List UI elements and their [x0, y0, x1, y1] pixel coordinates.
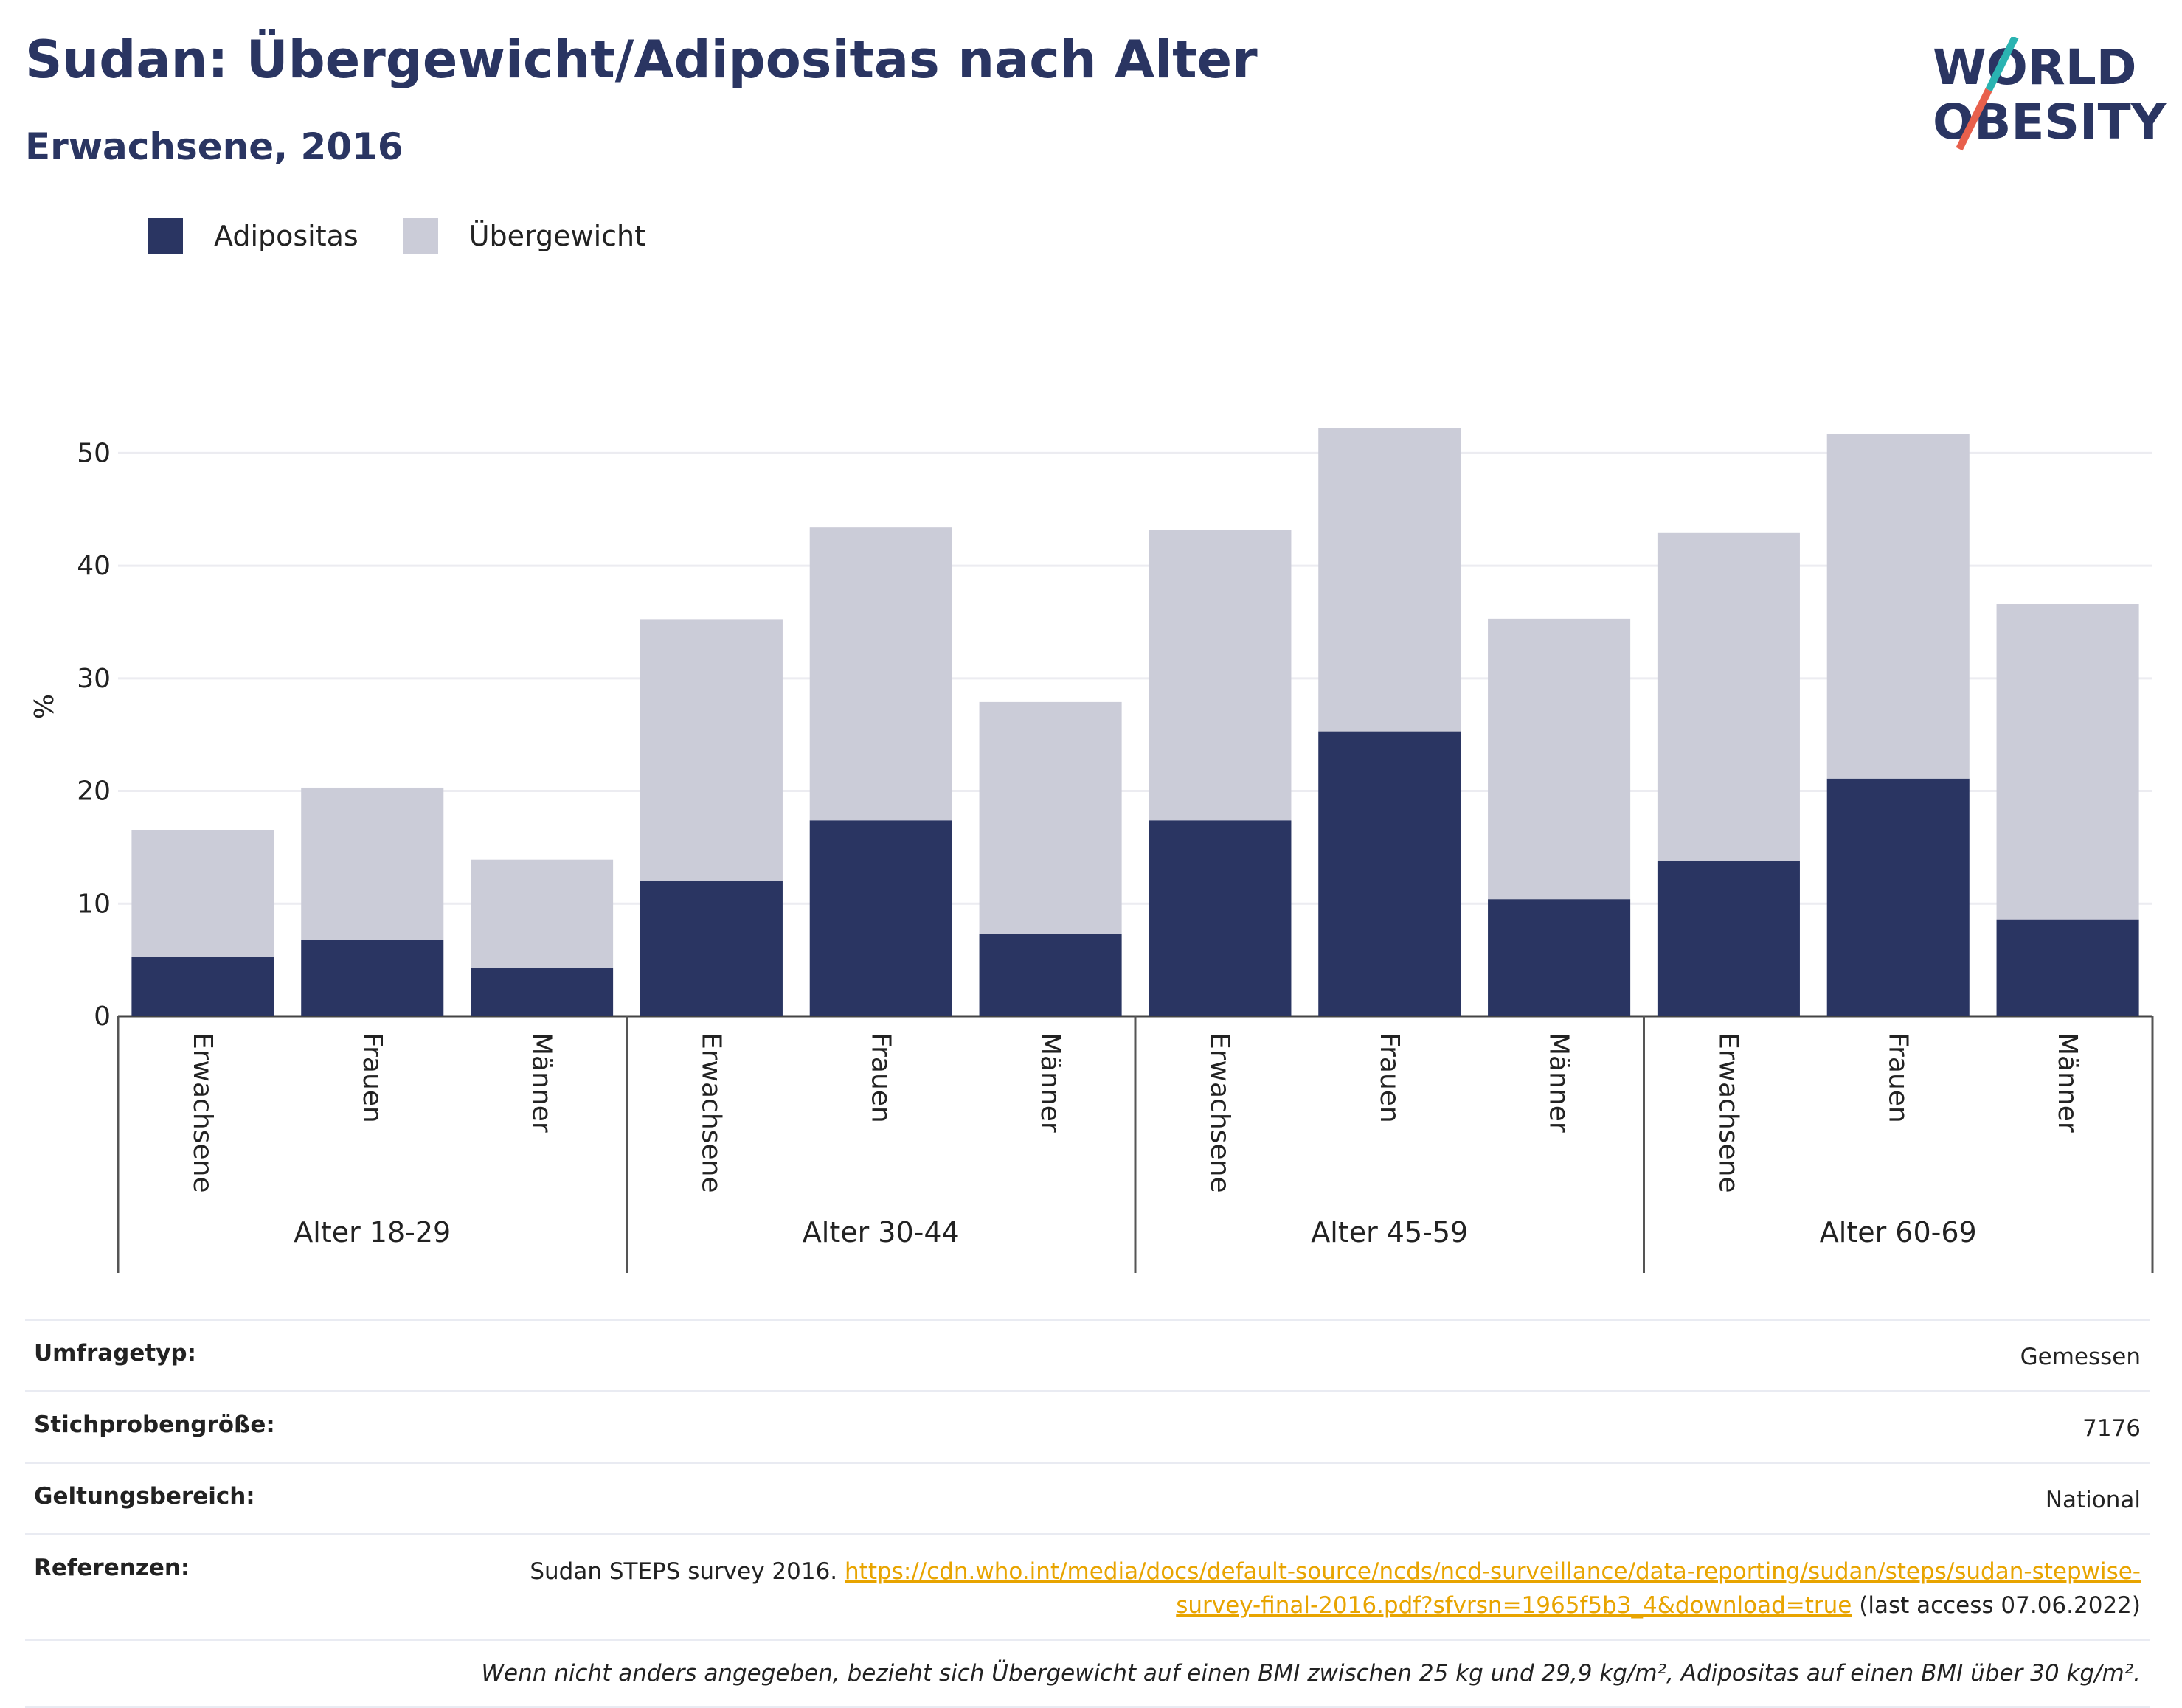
x-group-label: Alter 18-29	[294, 1216, 451, 1249]
x-category-label: Frauen	[865, 1032, 896, 1123]
bar-segment-overweight	[131, 830, 274, 957]
metadata-table: Umfragetyp: Gemessen Stichprobengröße: 7…	[25, 1319, 2150, 1708]
sample-size-value: 7176	[2082, 1415, 2141, 1442]
y-tick-label: 40	[77, 551, 111, 581]
sample-size-label: Stichprobengröße:	[34, 1412, 275, 1438]
references-access: (last access 07.06.2022)	[1859, 1592, 2141, 1619]
logo-line-2: OBESITY	[1933, 94, 2167, 150]
meta-row-references: Referenzen: Sudan STEPS survey 2016. htt…	[25, 1533, 2150, 1639]
bar-chart: 0 10 20 30 40 50% Erwachsene Frauen Männer Alter …	[30, 428, 2154, 1273]
y-tick-label: 50	[77, 438, 111, 468]
bar-segment-obesity	[1488, 899, 1631, 1016]
bar-segment-obesity	[809, 820, 952, 1016]
bar-segment-obesity	[1996, 919, 2139, 1016]
x-category-label: Frauen	[357, 1032, 387, 1123]
legend-label-obesity: Adipositas	[214, 220, 359, 252]
bar-segment-obesity	[471, 968, 614, 1016]
page-title: Sudan: Übergewicht/Adipositas nach Alter	[25, 29, 1258, 90]
references-value: Sudan STEPS survey 2016. https://cdn.who…	[518, 1555, 2141, 1622]
world-obesity-logo: WORLD OBESITY	[1933, 37, 2167, 151]
meta-row-scope: Geltungsbereich: National	[25, 1462, 2150, 1533]
x-category-label: Männer	[1544, 1032, 1574, 1133]
x-category-label: Männer	[1035, 1032, 1065, 1133]
bar-segment-obesity	[1318, 731, 1461, 1016]
bar-segment-obesity	[301, 940, 444, 1016]
bar-segment-overweight	[1826, 434, 1970, 779]
footnote: Wenn nicht anders angegeben, bezieht sic…	[25, 1639, 2150, 1708]
scope-value: National	[2045, 1487, 2141, 1513]
x-category-label: Männer	[527, 1032, 557, 1133]
bar-segment-overweight	[1657, 532, 1800, 861]
y-tick-label: 30	[77, 664, 111, 694]
chart-legend: Adipositas Übergewicht	[148, 218, 690, 254]
bar-segment-obesity	[131, 957, 274, 1016]
x-group-label: Alter 30-44	[803, 1216, 960, 1249]
x-category-label: Frauen	[1374, 1032, 1405, 1123]
meta-row-sample-size: Stichprobengröße: 7176	[25, 1390, 2150, 1462]
bar-segment-obesity	[1826, 778, 1970, 1016]
bar-segment-overweight	[1149, 530, 1292, 821]
x-group-label: Alter 45-59	[1311, 1216, 1468, 1249]
logo-line-1: WORLD	[1933, 39, 2137, 96]
survey-type-value: Gemessen	[2020, 1344, 2141, 1370]
x-category-label: Erwachsene	[696, 1032, 726, 1193]
x-category-label: Erwachsene	[1205, 1032, 1235, 1193]
bar-segment-overweight	[1996, 604, 2139, 920]
survey-type-label: Umfragetyp:	[34, 1340, 196, 1367]
bar-segment-obesity	[979, 934, 1122, 1016]
page-subtitle: Erwachsene, 2016	[25, 125, 404, 168]
scope-label: Geltungsbereich:	[34, 1483, 255, 1510]
y-tick-label: 10	[77, 889, 111, 919]
references-link[interactable]: https://cdn.who.int/media/docs/default-s…	[845, 1558, 2141, 1619]
references-label: Referenzen:	[34, 1555, 190, 1581]
bar-segment-overweight	[1318, 428, 1461, 732]
bar-segment-obesity	[1657, 861, 1800, 1016]
legend-swatch-obesity	[148, 218, 183, 254]
bar-segment-overweight	[979, 701, 1122, 934]
y-axis-label: %	[30, 694, 60, 719]
bar-segment-overweight	[809, 527, 952, 821]
x-category-label: Frauen	[1883, 1032, 1913, 1123]
bar-segment-overweight	[1488, 618, 1631, 900]
meta-row-survey-type: Umfragetyp: Gemessen	[25, 1319, 2150, 1390]
legend-swatch-overweight	[402, 218, 438, 254]
x-category-label: Erwachsene	[1713, 1032, 1743, 1193]
y-tick-label: 0	[94, 1001, 111, 1032]
y-tick-label: 20	[77, 777, 111, 807]
bar-segment-overweight	[471, 859, 614, 968]
logo-teal-slash	[1985, 37, 2019, 92]
bar-segment-overweight	[301, 787, 444, 940]
bar-segment-overweight	[640, 619, 783, 881]
logo-red-slash	[1956, 88, 1992, 151]
x-category-label: Männer	[2052, 1032, 2082, 1133]
legend-label-overweight: Übergewicht	[468, 220, 645, 252]
bar-segment-obesity	[640, 881, 783, 1016]
x-category-label: Erwachsene	[187, 1032, 218, 1193]
bar-segment-obesity	[1149, 820, 1292, 1016]
references-text: Sudan STEPS survey 2016.	[530, 1558, 838, 1585]
x-group-label: Alter 60-69	[1820, 1216, 1977, 1249]
